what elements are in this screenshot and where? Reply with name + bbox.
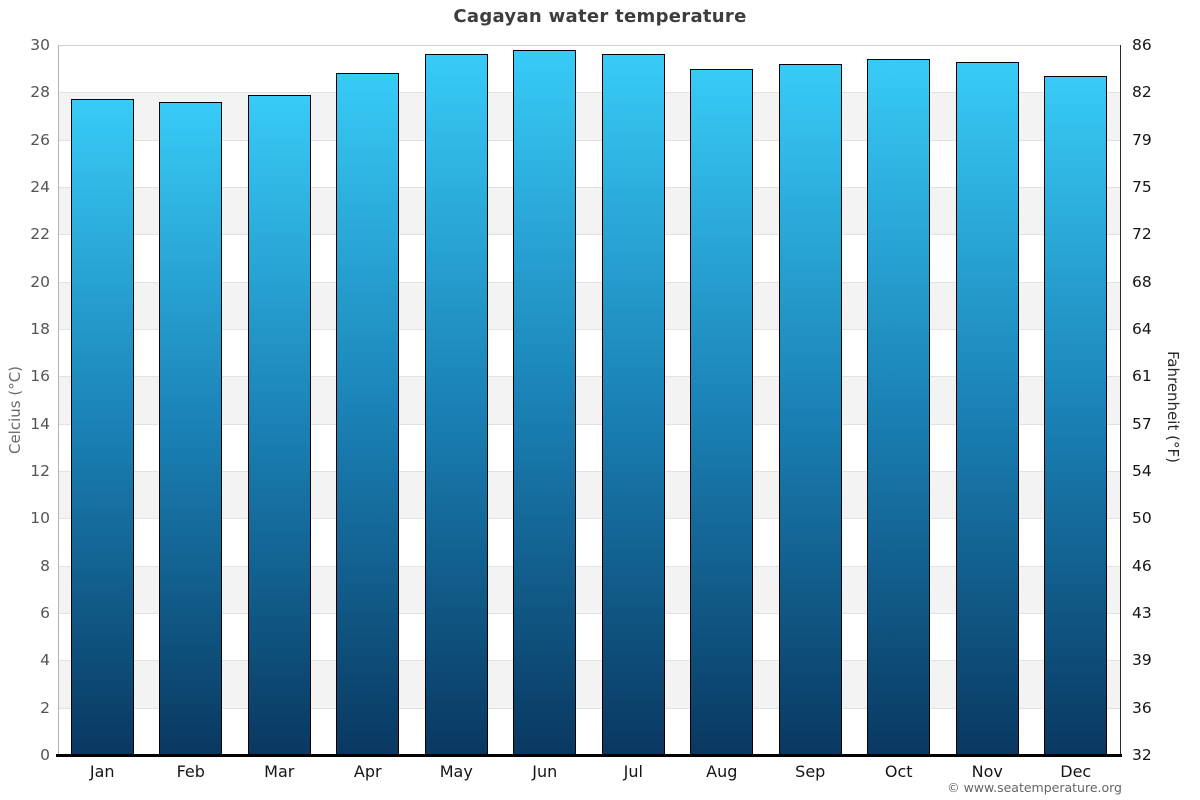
fahrenheit-tick-label: 68 bbox=[1132, 272, 1152, 291]
celsius-tick-label: 16 bbox=[30, 367, 50, 386]
bar-jan bbox=[70, 99, 134, 755]
fahrenheit-tick-label: 64 bbox=[1132, 320, 1152, 338]
fahrenheit-tick-label: 54 bbox=[1132, 462, 1152, 480]
month-label-jun: Jun bbox=[532, 762, 558, 781]
month-label-nov: Nov bbox=[971, 762, 1003, 781]
bar-may bbox=[424, 54, 488, 755]
month-label-jul: Jul bbox=[623, 762, 643, 781]
fahrenheit-tick-label: 43 bbox=[1132, 604, 1152, 622]
celsius-tick-label: 24 bbox=[30, 178, 50, 196]
y-axis-line-left bbox=[58, 45, 59, 755]
grid-band bbox=[58, 281, 1120, 329]
fahrenheit-tick-label: 75 bbox=[1132, 178, 1152, 196]
chart-title: Cagayan water temperature bbox=[453, 6, 747, 27]
fahrenheit-tick-label: 57 bbox=[1132, 414, 1152, 433]
fahrenheit-tick-label: 72 bbox=[1132, 225, 1152, 244]
month-label-mar: Mar bbox=[264, 762, 295, 781]
gridline bbox=[58, 376, 1120, 378]
copyright-watermark: © www.seatemperature.org bbox=[947, 780, 1122, 795]
celsius-tick-label: 8 bbox=[40, 556, 50, 575]
month-label-aug: Aug bbox=[706, 762, 738, 781]
gridline bbox=[58, 423, 1120, 425]
fahrenheit-tick-label: 50 bbox=[1132, 509, 1152, 528]
gridline bbox=[58, 234, 1120, 236]
celsius-tick-label: 2 bbox=[40, 698, 50, 717]
celsius-tick-label: 0 bbox=[40, 746, 50, 764]
month-label-may: May bbox=[439, 762, 473, 781]
gridline bbox=[58, 471, 1120, 472]
gridline bbox=[58, 518, 1120, 520]
fahrenheit-tick-label: 79 bbox=[1132, 130, 1152, 149]
fahrenheit-tick-label: 36 bbox=[1132, 698, 1152, 717]
bar-apr bbox=[336, 73, 400, 755]
month-label-oct: Oct bbox=[884, 762, 913, 781]
fahrenheit-tick-label: 82 bbox=[1132, 83, 1152, 102]
y-axis-title-fahrenheit: Fahrenheit (°F) bbox=[1164, 351, 1182, 463]
gridline bbox=[58, 92, 1120, 94]
grid-band bbox=[58, 471, 1120, 519]
celsius-tick-label: 26 bbox=[30, 130, 50, 149]
gridline bbox=[58, 613, 1120, 614]
celsius-tick-label: 10 bbox=[30, 509, 50, 528]
celsius-tick-label: 18 bbox=[30, 320, 50, 338]
bar-mar bbox=[247, 94, 311, 755]
celsius-tick-label: 14 bbox=[30, 414, 50, 433]
y-axis-line-right bbox=[1120, 45, 1121, 755]
bar-sep bbox=[778, 63, 842, 755]
bar-jul bbox=[601, 54, 665, 755]
y-axis-title-celsius: Celcius (°C) bbox=[6, 365, 24, 455]
celsius-tick-label: 4 bbox=[40, 651, 50, 670]
celsius-tick-label: 22 bbox=[30, 225, 50, 244]
month-label-jan: Jan bbox=[89, 762, 115, 781]
fahrenheit-tick-label: 46 bbox=[1132, 556, 1152, 575]
month-label-feb: Feb bbox=[176, 762, 205, 781]
fahrenheit-tick-label: 61 bbox=[1132, 367, 1152, 386]
grid-band bbox=[58, 92, 1120, 140]
celsius-tick-label: 30 bbox=[30, 36, 50, 54]
fahrenheit-tick-label: 39 bbox=[1132, 651, 1152, 670]
grid-band bbox=[58, 187, 1120, 235]
gridline bbox=[58, 660, 1120, 662]
celsius-tick-label: 12 bbox=[30, 462, 50, 480]
celsius-tick-label: 20 bbox=[30, 272, 50, 291]
month-label-dec: Dec bbox=[1060, 762, 1092, 781]
grid-band bbox=[58, 660, 1120, 708]
gridline bbox=[58, 281, 1120, 283]
grid-band bbox=[58, 565, 1120, 613]
gridline bbox=[58, 565, 1120, 567]
gridline bbox=[58, 45, 1120, 46]
month-label-sep: Sep bbox=[795, 762, 826, 781]
bar-jun bbox=[513, 49, 577, 755]
celsius-tick-label: 28 bbox=[30, 83, 50, 102]
celsius-tick-label: 6 bbox=[40, 604, 50, 622]
bar-feb bbox=[159, 101, 223, 755]
grid-band bbox=[58, 376, 1120, 424]
x-axis-line bbox=[56, 754, 1122, 757]
month-label-apr: Apr bbox=[353, 762, 382, 781]
bar-aug bbox=[690, 68, 754, 755]
bar-oct bbox=[867, 59, 931, 755]
bar-dec bbox=[1044, 75, 1108, 755]
gridline bbox=[58, 139, 1120, 141]
fahrenheit-tick-label: 32 bbox=[1132, 746, 1152, 764]
gridline bbox=[58, 329, 1120, 330]
gridline bbox=[58, 707, 1120, 709]
fahrenheit-tick-label: 86 bbox=[1132, 36, 1152, 54]
bar-nov bbox=[955, 61, 1019, 755]
gridline bbox=[58, 187, 1120, 188]
